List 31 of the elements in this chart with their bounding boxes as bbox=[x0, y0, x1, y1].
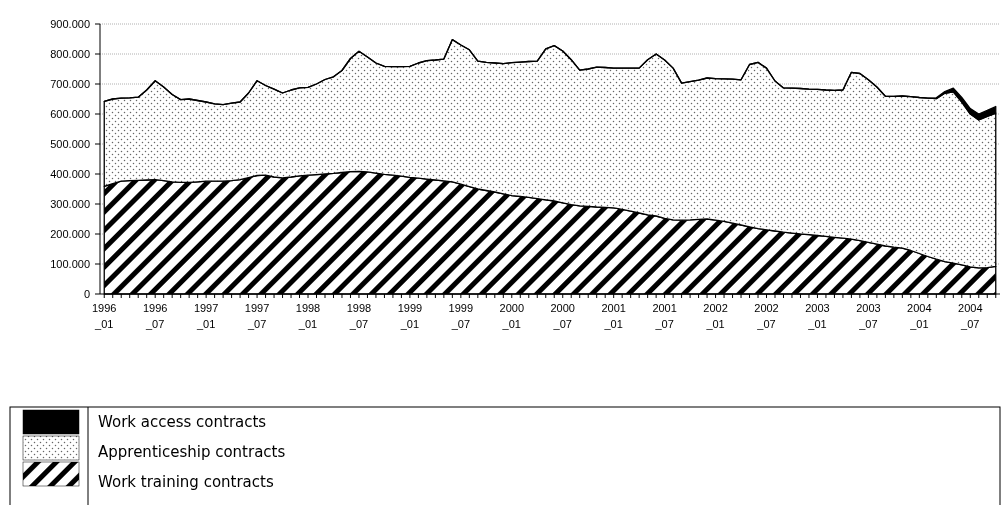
x-tick-label: 1998_07 bbox=[346, 302, 372, 330]
x-tick-label: 2001_07 bbox=[652, 302, 677, 330]
x-tick-label: 2004_07 bbox=[958, 302, 983, 330]
x-tick-label: 2003_01 bbox=[805, 302, 830, 330]
y-tick-label: 400.000 bbox=[50, 167, 90, 180]
legend-label: Work training contracts bbox=[98, 473, 274, 491]
y-tick-label: 500.000 bbox=[50, 137, 90, 150]
y-tick-label: 800.000 bbox=[50, 47, 90, 60]
x-tick-label: 2004_01 bbox=[907, 302, 932, 330]
y-tick-label: 100.000 bbox=[50, 257, 90, 270]
x-tick-label: 1997_01 bbox=[193, 302, 219, 330]
y-tick-label: 600.000 bbox=[50, 107, 90, 120]
x-tick-label: 1996_01 bbox=[92, 302, 117, 330]
x-tick-label: 2002_07 bbox=[754, 302, 779, 330]
y-tick-label: 900.000 bbox=[50, 17, 90, 30]
y-tick-label: 300.000 bbox=[50, 197, 90, 210]
x-tick-label: 2001_01 bbox=[601, 302, 626, 330]
x-tick-label: 2000_07 bbox=[550, 302, 575, 330]
x-tick-label: 1998_01 bbox=[295, 302, 321, 330]
x-tick-label: 1996_07 bbox=[142, 302, 168, 330]
legend-label: Work access contracts bbox=[98, 413, 267, 431]
x-tick-label: 2000_01 bbox=[499, 302, 525, 330]
x-tick-label: 2002_01 bbox=[703, 302, 728, 330]
x-tick-label: 1997_07 bbox=[244, 302, 270, 330]
y-tick-label: 0 bbox=[83, 287, 90, 300]
y-tick-label: 200.000 bbox=[50, 227, 90, 240]
x-tick-label: 2003_07 bbox=[856, 302, 881, 330]
y-tick-label: 700.000 bbox=[50, 77, 90, 90]
x-tick-label: 1999_01 bbox=[397, 302, 423, 330]
legend-label: Apprenticeship contracts bbox=[98, 443, 286, 461]
x-tick-label: 1999_07 bbox=[448, 302, 474, 330]
